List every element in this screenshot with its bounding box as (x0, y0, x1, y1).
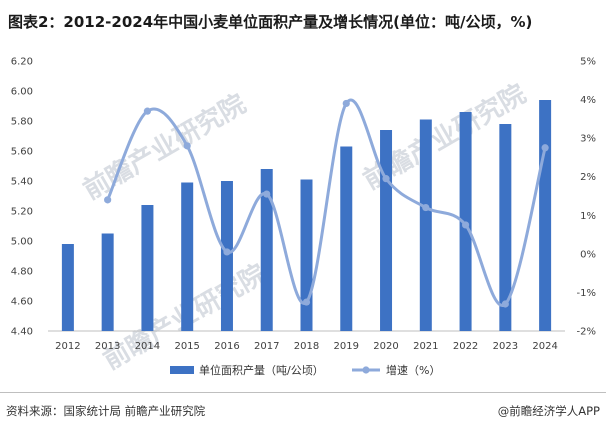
left-tick-label: 5.60 (11, 147, 33, 158)
bar-2020 (380, 130, 393, 331)
x-tick-label: 2018 (294, 341, 319, 352)
growth-point-2020 (382, 175, 390, 183)
bar-2023 (499, 124, 512, 331)
left-tick-label: 6.00 (11, 87, 33, 98)
bar-2018 (300, 179, 313, 331)
bar-2013 (101, 233, 114, 331)
right-tick-label: 3% (580, 134, 596, 145)
growth-point-2023 (501, 300, 509, 308)
x-tick-label: 2022 (453, 341, 478, 352)
bar-2012 (61, 244, 74, 331)
left-axis: 4.40 4.60 4.80 5.00 5.20 5.40 5.60 5.80 6.00 6.20 (11, 57, 33, 338)
growth-point-2017 (263, 190, 271, 198)
left-tick-label: 4.40 (11, 327, 33, 338)
x-tick-label: 2021 (413, 341, 438, 352)
right-tick-label: 0% (580, 249, 596, 260)
growth-point-2014 (143, 107, 152, 115)
left-tick-label: 5.00 (11, 237, 33, 248)
right-tick-label: -2% (577, 327, 596, 338)
footer-divider (0, 392, 606, 393)
growth-point-2019 (342, 99, 350, 108)
left-tick-label: 4.80 (11, 267, 33, 278)
bar-2015 (181, 182, 194, 331)
right-tick-label: 5% (580, 57, 596, 68)
left-tick-label: 5.80 (11, 117, 33, 128)
right-tick-label: 4% (580, 95, 596, 106)
brand-note: @前瞻经济学人APP (497, 404, 600, 418)
left-tick-label: 6.20 (11, 57, 33, 68)
left-tick-label: 5.20 (11, 207, 33, 218)
growth-point-2024 (541, 144, 549, 152)
growth-point-2013 (104, 196, 112, 204)
growth-point-2018 (302, 298, 311, 306)
bar-2017 (260, 169, 273, 331)
right-tick-label: 2% (580, 172, 596, 183)
x-tick-label: 2013 (95, 341, 120, 352)
x-tick-label: 2017 (254, 341, 279, 352)
x-tick-label: 2019 (334, 341, 359, 352)
bar-2024 (539, 100, 552, 331)
line-series (104, 98, 549, 308)
growth-point-2021 (422, 203, 430, 212)
legend-line-marker (362, 366, 370, 374)
bar-2019 (340, 146, 353, 331)
right-axis: -2% -1% 0% 1% 2% 3% 4% 5% (577, 57, 596, 338)
x-tick-label: 2012 (55, 341, 80, 352)
growth-point-2016 (223, 248, 231, 256)
bar-2021 (419, 119, 432, 331)
x-tick-label: 2015 (174, 341, 199, 352)
legend-line-label: 增速（%） (386, 363, 440, 377)
legend-bar-swatch (170, 366, 194, 374)
x-axis: 2012 2013 2014 2015 2016 2017 2018 2019 2020 2021… (55, 341, 558, 352)
growth-point-2015 (183, 142, 191, 150)
x-tick-label: 2020 (373, 341, 398, 352)
right-tick-label: -1% (577, 288, 596, 299)
bar-2014 (141, 205, 154, 331)
growth-point-2022 (461, 221, 470, 229)
x-tick-label: 2024 (532, 341, 557, 352)
source-note: 资料来源：国家统计局 前瞻产业研究院 (6, 404, 206, 418)
chart-title: 图表2：2012-2024年中国小麦单位面积产量及增长情况(单位：吨/公顷，%) (8, 13, 533, 31)
x-tick-label: 2023 (493, 341, 518, 352)
left-tick-label: 4.60 (11, 297, 33, 308)
legend-bar-label: 单位面积产量（吨/公顷） (199, 363, 324, 377)
chart-canvas: 前瞻产业研究院前瞻产业研究院前瞻产业研究院 4.404.604.805.005.… (11, 57, 596, 378)
x-tick-label: 2014 (135, 341, 160, 352)
left-tick-label: 5.40 (11, 177, 33, 188)
legend: 单位面积产量（吨/公顷） 增速（%） (170, 363, 440, 377)
x-tick-label: 2016 (214, 341, 239, 352)
right-tick-label: 1% (580, 211, 596, 222)
bar-2016 (220, 181, 233, 331)
